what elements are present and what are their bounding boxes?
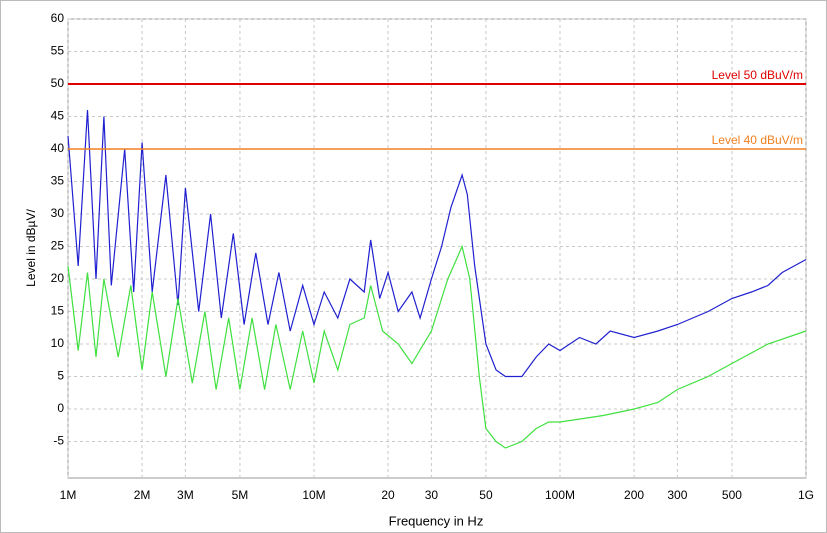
x-tick-label: 200 [624, 488, 644, 502]
y-tick-label: 35 [51, 174, 65, 188]
x-tick-label: 1G [798, 488, 814, 502]
x-tick-label: 2M [134, 488, 151, 502]
y-tick-label: -5 [53, 434, 64, 448]
trace [67, 109, 807, 378]
y-tick-label: 10 [51, 336, 65, 350]
x-tick-label: 3M [177, 488, 194, 502]
trace [67, 244, 807, 449]
y-axis-label: Level in dBµV/ [24, 209, 38, 287]
y-tick-label: 20 [51, 271, 65, 285]
y-tick-label: 0 [57, 401, 64, 415]
y-tick-label: 40 [51, 141, 65, 155]
x-tick-label: 10M [302, 488, 325, 502]
x-tick-label: 5M [232, 488, 249, 502]
x-tick-label: 500 [722, 488, 742, 502]
y-tick-label: 50 [51, 76, 65, 90]
x-tick-label: 1M [60, 488, 77, 502]
y-tick-label: 15 [51, 304, 65, 318]
x-tick-label: 300 [667, 488, 687, 502]
x-tick-label: 50 [479, 488, 493, 502]
plot-area [67, 18, 807, 479]
x-tick-label: 30 [425, 488, 439, 502]
x-tick-label: 20 [381, 488, 395, 502]
y-tick-label: 55 [51, 44, 65, 58]
y-tick-label: 60 [51, 11, 65, 25]
x-axis-label: Frequency in Hz [389, 513, 484, 528]
y-tick-label: 5 [57, 369, 64, 383]
y-tick-label: 30 [51, 206, 65, 220]
x-tick-label: 100M [545, 488, 575, 502]
limit-label: Level 50 dBuV/m [712, 68, 803, 82]
y-tick-label: 25 [51, 239, 65, 253]
y-tick-label: 45 [51, 109, 65, 123]
limit-label: Level 40 dBuV/m [712, 133, 803, 147]
